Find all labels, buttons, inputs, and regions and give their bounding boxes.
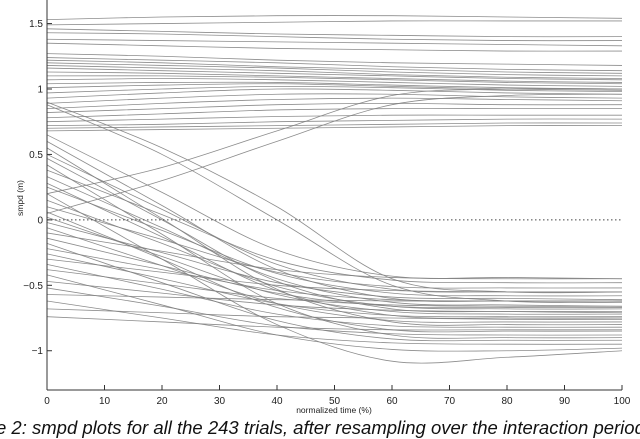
trial-line-2: [46, 20, 622, 26]
x-tick-label: 50: [329, 396, 341, 407]
trial-line-62: [46, 308, 623, 320]
figure-caption: e 2: smpd plots for all the 243 trials, …: [0, 417, 640, 438]
trial-line-11: [46, 65, 623, 79]
y-tick-label: −1: [32, 346, 44, 357]
y-tick-label: 1: [37, 84, 43, 95]
trial-line-60: [46, 294, 622, 302]
trial-line-5: [46, 38, 623, 47]
trial-line-56: [46, 269, 623, 307]
trial-line-14: [46, 75, 623, 85]
x-ticks: 0 10 20 30 40 50 60 70 80 90 100: [44, 385, 631, 407]
trial-line-41: [46, 186, 623, 297]
x-tick-label: 70: [444, 396, 456, 407]
trial-line-1: [46, 15, 623, 21]
trial-line-50: [46, 237, 623, 309]
trial-line-4: [46, 32, 623, 42]
trial-line-45: [46, 211, 623, 333]
y-ticks: −1 −0.5 0 0.5 1 1.5: [23, 19, 52, 357]
trial-line-23: [46, 108, 622, 119]
trial-line-10: [46, 62, 623, 77]
x-tick-label: 60: [386, 396, 398, 407]
trial-line-46: [46, 216, 623, 315]
y-tick-label: −0.5: [23, 281, 43, 292]
y-tick-label: 1.5: [29, 19, 43, 30]
trial-line-13: [46, 71, 623, 83]
x-axis-label: normalized time (%): [296, 405, 372, 415]
trial-line-54: [46, 258, 623, 293]
trial-line-15: [46, 78, 623, 87]
trial-line-19: [46, 88, 623, 99]
trial-line-20: [46, 93, 623, 104]
x-tick-label: 20: [156, 396, 168, 407]
trial-line-32: [46, 134, 623, 280]
trial-line-16: [46, 81, 623, 90]
trial-line-7: [46, 53, 623, 66]
trial-line-49: [46, 232, 623, 280]
trial-line-18: [46, 85, 623, 94]
trial-line-63: [46, 316, 622, 331]
x-tick-label: 80: [501, 396, 513, 407]
y-tick-label: 0.5: [29, 150, 43, 161]
trial-line-9: [46, 59, 623, 74]
x-tick-label: 10: [99, 396, 111, 407]
trial-line-44: [46, 206, 623, 289]
trial-line-17: [46, 83, 623, 91]
trial-line-42: [46, 193, 623, 364]
trial-line-24: [46, 114, 622, 123]
trial-line-39: [46, 176, 623, 307]
trial-line-43: [46, 199, 623, 310]
trial-line-57: [46, 274, 623, 352]
x-tick-label: 40: [271, 396, 283, 407]
trial-line-48: [46, 227, 623, 323]
y-tick-label: 0: [37, 215, 43, 226]
trial-line-58: [46, 280, 623, 312]
trial-line-6: [46, 42, 623, 52]
trial-line-8: [46, 57, 623, 72]
trial-line-55: [46, 263, 623, 328]
trial-line-61: [46, 300, 623, 345]
trial-line-53: [46, 253, 623, 318]
x-tick-label: 0: [44, 396, 50, 407]
trial-line-27: [46, 125, 623, 132]
trial-line-22: [46, 102, 623, 113]
trial-line-38: [46, 169, 623, 284]
trial-lines: [46, 15, 623, 364]
trial-line-36: [46, 158, 623, 314]
trial-line-59: [46, 287, 623, 336]
x-tick-label: 100: [614, 396, 631, 407]
trial-line-37: [46, 164, 623, 339]
y-axis-label: smpd (m): [15, 180, 25, 216]
x-tick-label: 90: [559, 396, 571, 407]
x-tick-label: 30: [214, 396, 226, 407]
trial-line-21: [46, 97, 623, 110]
trial-line-29: [46, 93, 623, 214]
trial-line-12: [46, 67, 623, 81]
trial-line-3: [46, 28, 623, 38]
trial-line-28: [46, 88, 623, 195]
trial-line-26: [46, 122, 623, 129]
